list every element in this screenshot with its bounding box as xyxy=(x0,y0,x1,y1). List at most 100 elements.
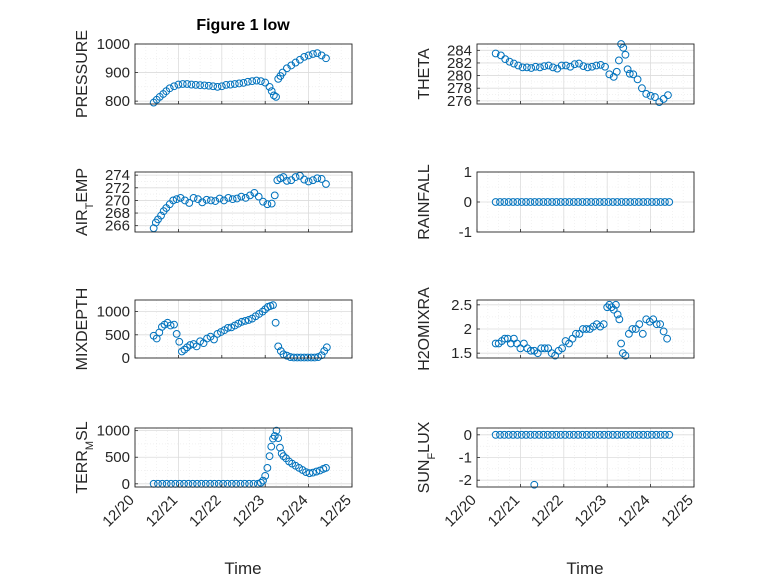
data-point xyxy=(215,194,224,203)
data-point xyxy=(224,193,233,202)
data-point xyxy=(252,76,261,85)
data-point xyxy=(639,198,648,206)
data-point xyxy=(522,198,530,206)
data-point xyxy=(304,177,313,186)
axes-box xyxy=(476,43,695,105)
data-point xyxy=(250,188,259,197)
data-point xyxy=(568,334,577,343)
data-point xyxy=(226,80,235,89)
data-point xyxy=(500,430,509,439)
data-point xyxy=(180,345,189,354)
data-point xyxy=(615,56,623,65)
data-point xyxy=(626,198,635,206)
data-point xyxy=(166,321,175,330)
data-point xyxy=(322,54,330,63)
data-point xyxy=(566,62,575,71)
y-tick-label: 270 xyxy=(105,192,130,209)
y-tick-label: 1 xyxy=(464,164,472,181)
data-point xyxy=(157,211,165,220)
data-point xyxy=(211,197,220,205)
data-point xyxy=(587,430,596,439)
y-axis-label: THETA xyxy=(416,48,433,100)
data-point xyxy=(527,64,536,72)
data-point xyxy=(600,430,609,439)
data-point xyxy=(158,323,166,331)
data-point xyxy=(213,82,222,91)
data-point xyxy=(588,62,596,71)
x-axis-label-left: Time xyxy=(224,559,261,578)
data-point xyxy=(271,318,280,327)
data-point xyxy=(595,198,604,206)
data-point xyxy=(322,463,330,472)
data-point xyxy=(648,198,656,206)
y-tick-label: 1000 xyxy=(97,304,130,321)
data-point xyxy=(617,339,625,348)
data-point xyxy=(613,198,622,206)
data-point xyxy=(526,346,535,355)
data-point xyxy=(172,329,181,338)
data-point xyxy=(248,77,257,86)
data-point xyxy=(600,198,609,206)
y-tick-label: 278 xyxy=(447,80,472,97)
y-tick-label: 1.5 xyxy=(451,345,472,362)
data-point xyxy=(243,77,252,86)
data-point xyxy=(656,430,665,439)
y-tick-label: 0 xyxy=(122,476,130,493)
data-point xyxy=(300,175,309,184)
data-point xyxy=(591,198,600,206)
data-point xyxy=(258,307,267,316)
y-axis-label: TERRMSL xyxy=(74,421,96,493)
data-point xyxy=(579,62,588,71)
data-point xyxy=(526,198,535,206)
x-tick-label: 12/21 xyxy=(143,492,182,531)
y-tick-label: 0 xyxy=(464,427,472,444)
y-axis-label: AIRTEMP xyxy=(74,168,96,236)
data-point xyxy=(322,343,331,352)
data-point xyxy=(543,430,552,439)
data-point xyxy=(317,351,326,360)
y-axis-label: H2OMIXRA xyxy=(416,287,433,371)
data-point xyxy=(633,75,642,84)
data-point xyxy=(596,60,605,69)
data-point xyxy=(607,303,616,312)
data-point xyxy=(300,52,309,61)
data-point xyxy=(230,80,239,88)
data-point xyxy=(608,198,617,206)
y-tick-label: 500 xyxy=(105,327,130,344)
data-point xyxy=(642,89,651,98)
y-tick-label: 268 xyxy=(105,205,130,222)
data-point xyxy=(312,467,321,476)
data-point xyxy=(652,320,661,329)
data-point xyxy=(263,463,272,472)
y-tick-label: 800 xyxy=(105,93,130,110)
data-point xyxy=(592,61,601,70)
data-point xyxy=(656,198,665,206)
data-point xyxy=(648,430,656,439)
data-point xyxy=(570,60,579,69)
data-point xyxy=(659,95,668,103)
data-point xyxy=(664,91,672,100)
data-point xyxy=(625,69,634,78)
data-point xyxy=(582,198,591,206)
data-point xyxy=(539,198,548,206)
x-tick-label: 12/22 xyxy=(528,492,567,531)
data-point xyxy=(228,195,237,204)
data-point xyxy=(514,61,523,70)
data-point xyxy=(239,78,248,87)
data-point xyxy=(526,430,535,439)
data-point xyxy=(628,325,637,333)
data-point xyxy=(274,434,283,442)
data-point xyxy=(630,198,639,206)
data-point xyxy=(549,63,557,72)
data-point xyxy=(509,59,518,68)
data-point xyxy=(556,430,565,439)
y-tick-label: 1000 xyxy=(97,423,130,440)
data-point xyxy=(501,55,510,64)
data-point xyxy=(177,347,186,356)
data-point xyxy=(254,192,263,201)
data-point xyxy=(569,430,578,439)
data-point xyxy=(618,349,627,358)
data-point xyxy=(241,316,250,325)
y-tick-label: 1000 xyxy=(97,36,130,53)
